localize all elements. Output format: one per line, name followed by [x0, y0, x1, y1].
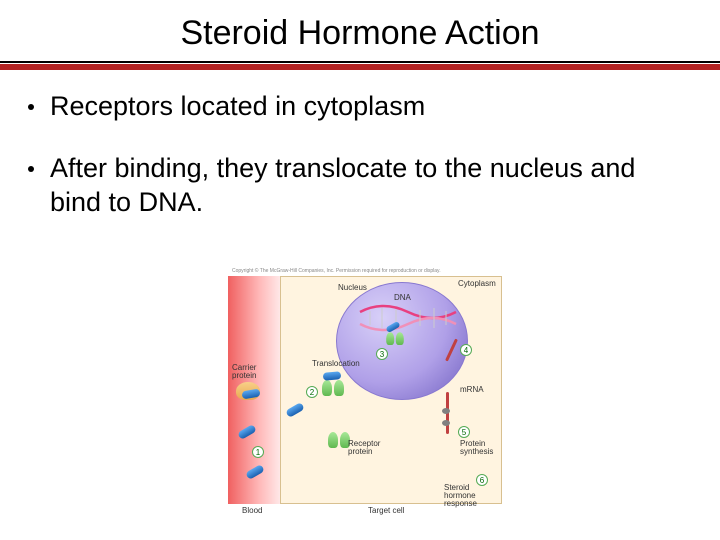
- step-circle: 1: [252, 446, 264, 458]
- list-item: After binding, they translocate to the n…: [28, 152, 692, 220]
- step-circle: 4: [460, 344, 472, 356]
- slide-title: Steroid Hormone Action: [0, 0, 720, 61]
- label-target-cell: Target cell: [368, 506, 404, 515]
- divider-black: [0, 61, 720, 63]
- list-item: Receptors located in cytoplasm: [28, 90, 692, 124]
- label-cytoplasm: Cytoplasm: [458, 280, 496, 288]
- label-carrier: Carrier protein: [232, 364, 262, 380]
- dna-icon: [358, 304, 458, 336]
- label-mrna: mRNA: [460, 386, 484, 394]
- label-response: Steroid hormone response: [444, 484, 484, 508]
- ribosome-icon: [442, 420, 450, 426]
- bullet-dot-icon: [28, 166, 34, 172]
- label-nucleus: Nucleus: [338, 284, 367, 292]
- bullet-text: After binding, they translocate to the n…: [50, 152, 692, 220]
- diagram: Copyright © The McGraw-Hill Companies, I…: [228, 268, 508, 528]
- bullet-list: Receptors located in cytoplasm After bin…: [0, 70, 720, 219]
- receptor-icon: [386, 332, 404, 350]
- bullet-text: Receptors located in cytoplasm: [50, 90, 425, 124]
- step-circle: 3: [376, 348, 388, 360]
- label-receptor: Receptor protein: [348, 440, 382, 456]
- ribosome-icon: [442, 408, 450, 414]
- bullet-dot-icon: [28, 104, 34, 110]
- label-blood: Blood: [242, 506, 262, 515]
- label-protein-synthesis: Protein synthesis: [460, 440, 500, 456]
- step-circle: 2: [306, 386, 318, 398]
- label-translocation: Translocation: [312, 360, 360, 368]
- step-circle: 5: [458, 426, 470, 438]
- receptor-icon: [328, 432, 350, 454]
- label-dna: DNA: [394, 294, 411, 302]
- diagram-copyright: Copyright © The McGraw-Hill Companies, I…: [228, 268, 508, 274]
- receptor-icon: [322, 380, 344, 402]
